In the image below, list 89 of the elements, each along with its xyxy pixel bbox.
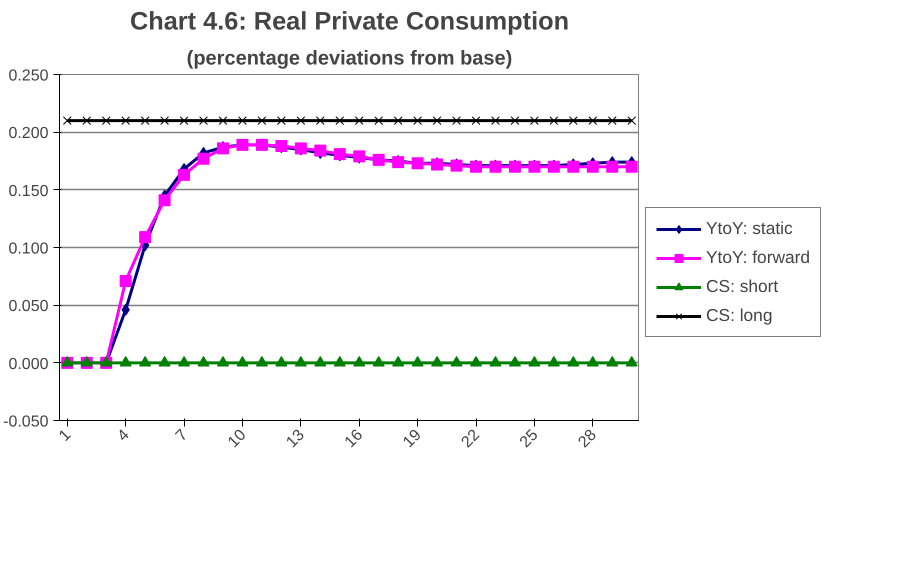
point — [160, 116, 169, 126]
point — [198, 152, 210, 165]
point — [606, 160, 618, 173]
point — [258, 116, 266, 126]
point — [626, 160, 638, 173]
point — [372, 356, 385, 367]
point — [431, 356, 444, 367]
point — [276, 116, 286, 126]
point — [432, 116, 442, 126]
point — [216, 356, 229, 367]
point — [412, 356, 424, 367]
point — [82, 116, 92, 126]
y-tick-label: 0.050 — [8, 298, 49, 316]
point — [627, 116, 636, 126]
point — [198, 356, 210, 367]
point — [528, 356, 540, 367]
point — [586, 160, 599, 173]
point — [275, 356, 288, 367]
point — [588, 116, 598, 126]
point — [450, 356, 463, 367]
legend-label: CS: short — [706, 276, 778, 297]
y-tick-label: -0.050 — [3, 414, 49, 430]
y-tick-label: 0.200 — [8, 125, 49, 142]
x-tick-label: 4 — [114, 426, 133, 445]
y-tick-label: 0.150 — [8, 182, 49, 200]
legend-label: YtoY: static — [706, 218, 793, 239]
point — [608, 116, 617, 126]
x-tick-label: 10 — [224, 426, 250, 452]
point — [353, 356, 366, 367]
point — [62, 116, 72, 126]
chart-title: Chart 4.6: Real Private Consumption — [130, 8, 570, 36]
point — [548, 356, 560, 367]
point — [510, 116, 520, 126]
x-tick-label: 1 — [56, 426, 74, 445]
point — [102, 116, 111, 126]
point — [121, 116, 130, 126]
point — [334, 356, 346, 367]
point — [120, 274, 132, 287]
legend-label: YtoY: forward — [706, 247, 810, 268]
chart-subtitle: (percentage deviations from base) — [186, 48, 512, 70]
point — [139, 231, 152, 244]
point — [413, 116, 422, 126]
point — [586, 356, 599, 367]
point — [218, 116, 228, 126]
point — [256, 356, 268, 367]
point — [158, 194, 171, 206]
point — [296, 116, 306, 126]
point — [178, 168, 190, 181]
point — [549, 116, 558, 126]
point — [567, 160, 580, 173]
x-tick-label: 7 — [172, 426, 192, 445]
point — [158, 356, 171, 367]
x-tick-label: 19 — [400, 426, 425, 452]
x-tick-label: 16 — [342, 426, 366, 452]
point — [335, 116, 344, 126]
point — [568, 116, 578, 126]
legend-label: CS: long — [706, 305, 772, 326]
point — [530, 116, 539, 126]
x-tick-label: 28 — [575, 426, 600, 452]
point — [180, 116, 188, 126]
y-tick-label: 0.250 — [8, 68, 49, 84]
point — [314, 356, 326, 367]
point — [508, 356, 521, 367]
point — [238, 116, 247, 126]
point — [491, 116, 500, 126]
point — [294, 356, 307, 367]
point — [140, 116, 150, 126]
point — [452, 116, 461, 126]
point — [606, 356, 618, 367]
point — [139, 356, 152, 367]
point — [472, 116, 480, 126]
point — [394, 116, 403, 126]
point — [489, 356, 502, 367]
point — [316, 116, 325, 126]
point — [567, 356, 580, 367]
y-tick-label: 0.000 — [8, 356, 49, 373]
point — [470, 356, 482, 367]
x-tick-label: 25 — [516, 426, 542, 452]
point — [626, 356, 638, 367]
point — [120, 356, 132, 367]
x-tick-label: 22 — [458, 426, 484, 452]
point — [236, 356, 248, 367]
point — [354, 116, 364, 126]
point — [392, 356, 404, 367]
point — [199, 116, 208, 126]
point — [374, 116, 384, 126]
x-tick-label: 13 — [283, 426, 308, 452]
point — [178, 356, 190, 367]
y-tick-label: 0.100 — [8, 240, 49, 258]
